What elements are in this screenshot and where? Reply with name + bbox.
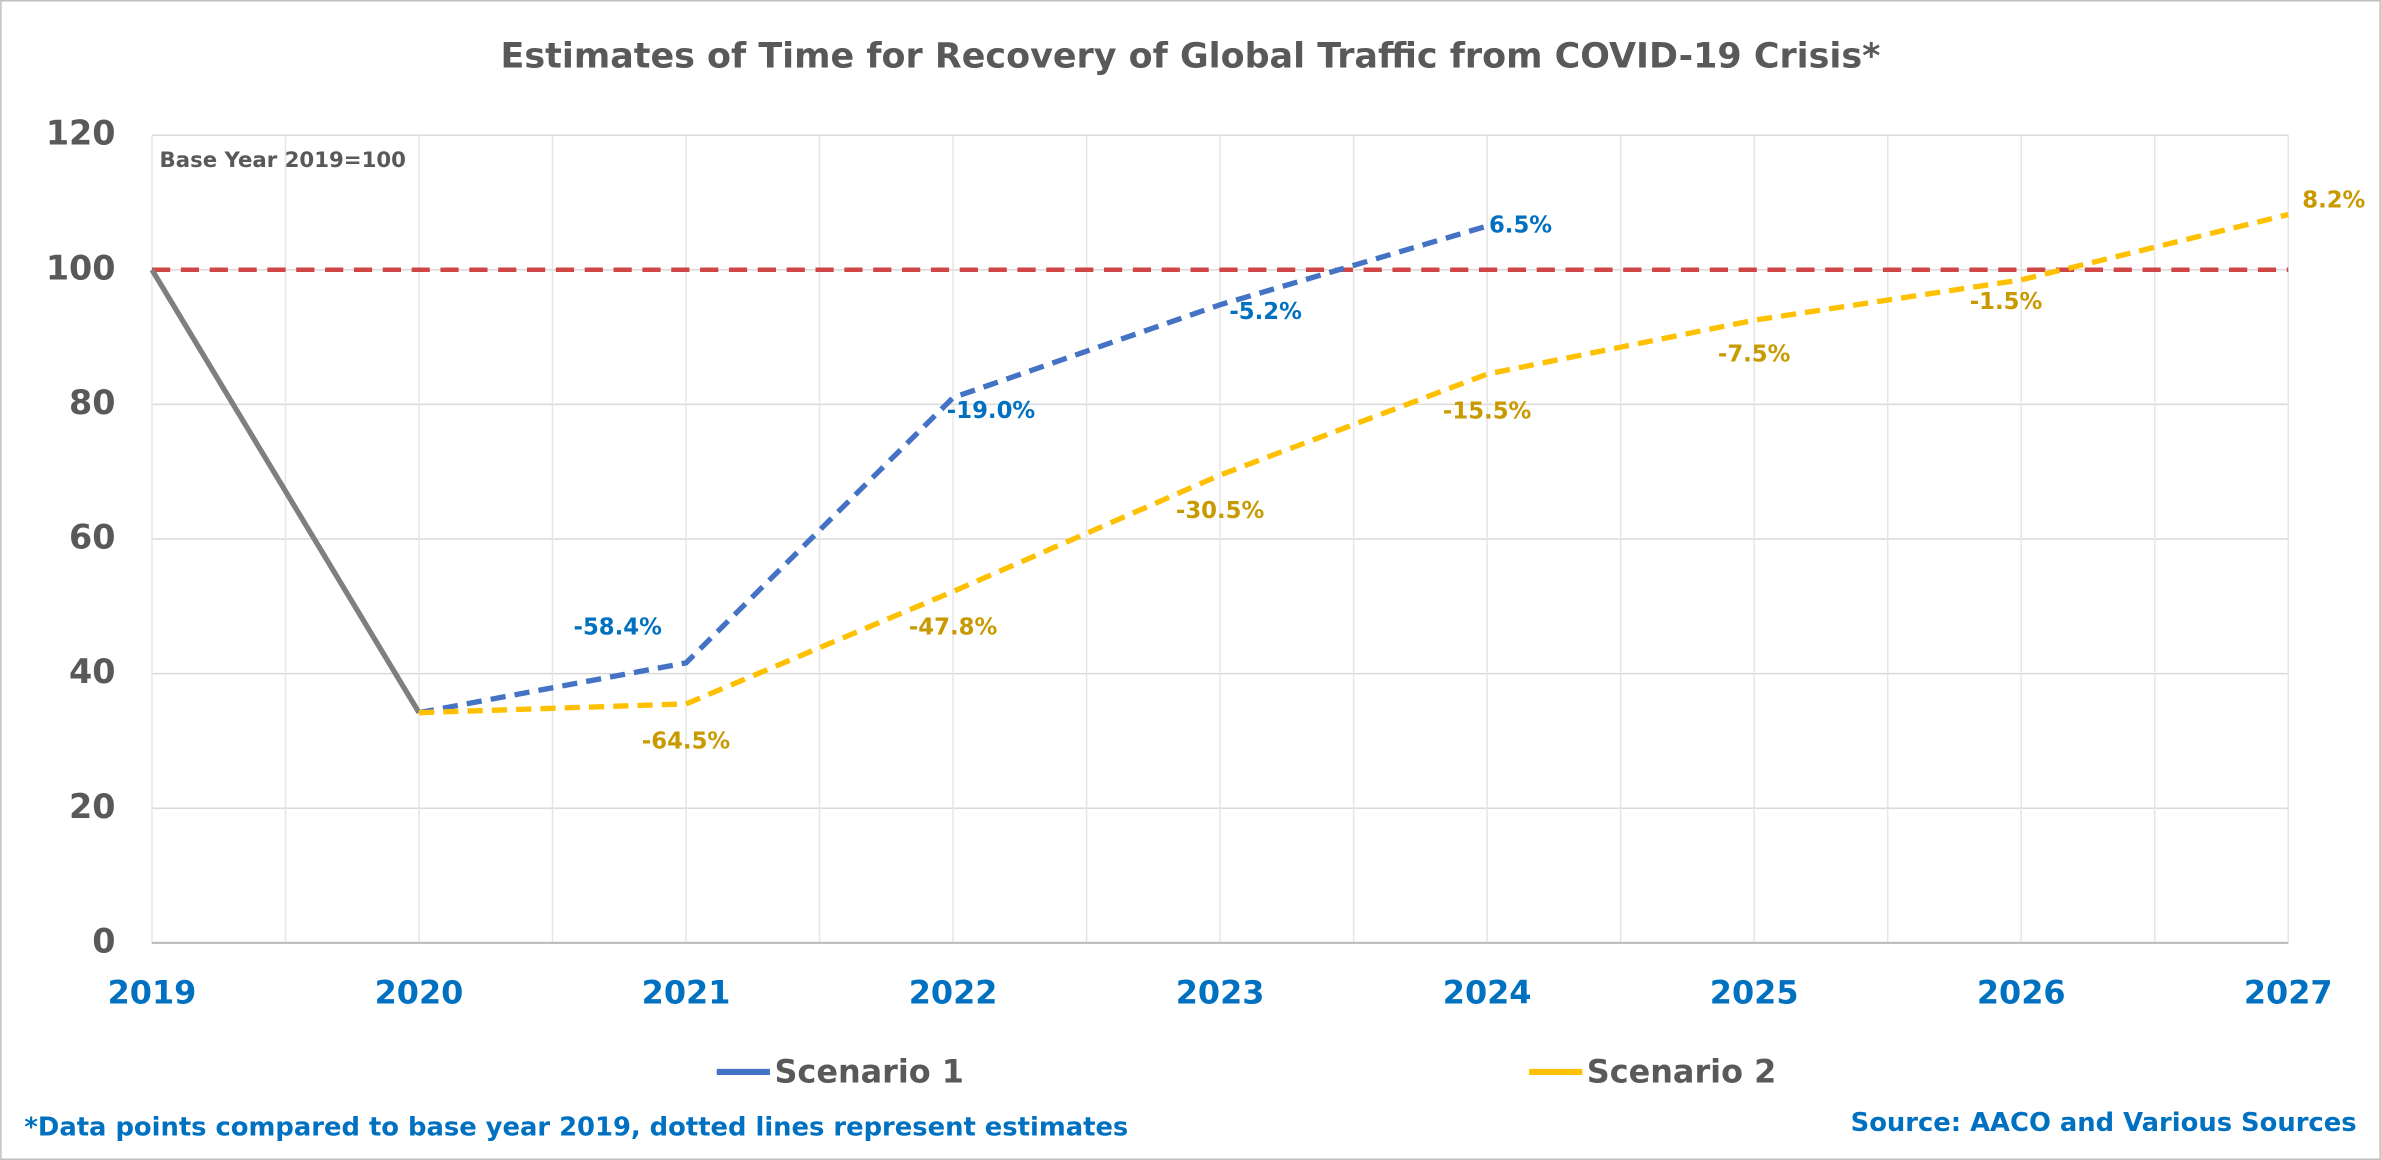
x-tick-label: 2022 [909,974,998,1012]
legend-label: Scenario 2 [1587,1052,1777,1090]
x-tick-label: 2026 [1977,974,2066,1012]
x-tick-label: 2020 [375,974,464,1012]
x-tick-label: 2019 [108,974,197,1012]
x-tick-label: 2025 [1710,974,1799,1012]
data-label: -30.5% [1176,498,1265,524]
data-label: -7.5% [1718,342,1791,368]
x-tick-label: 2023 [1176,974,1265,1012]
series-line [418,211,2289,716]
y-tick-label: 40 [69,652,115,691]
data-label: -64.5% [642,728,731,754]
x-tick-label: 2024 [1443,974,1532,1012]
data-label: -1.5% [1970,289,2043,315]
y-tick-label: 120 [46,114,116,153]
data-label: -15.5% [1443,399,1532,425]
y-tick-label: 0 [92,921,115,960]
source: Source: AACO and Various Sources [1851,1108,2357,1138]
chart-title: Estimates of Time for Recovery of Global… [501,37,1881,77]
history-line [149,268,422,715]
data-label: -47.8% [909,614,998,640]
y-tick-label: 60 [69,518,115,557]
footnote: *Data points compared to base year 2019,… [24,1113,1128,1143]
data-label: 6.5% [1489,213,1552,239]
legend-label: Scenario 1 [774,1052,964,1090]
data-label: 8.2% [2302,187,2365,213]
x-tick-label: 2027 [2244,974,2333,1012]
y-tick-label: 100 [46,248,116,287]
x-tick-label: 2021 [642,974,731,1012]
annotation: Base Year 2019=100 [160,148,406,173]
data-label: -5.2% [1229,299,1302,325]
y-tick-label: 20 [69,787,115,826]
y-tick-label: 80 [69,383,115,422]
series-line [418,223,1488,716]
data-label: -19.0% [947,398,1036,424]
data-label: -58.4% [573,614,662,640]
